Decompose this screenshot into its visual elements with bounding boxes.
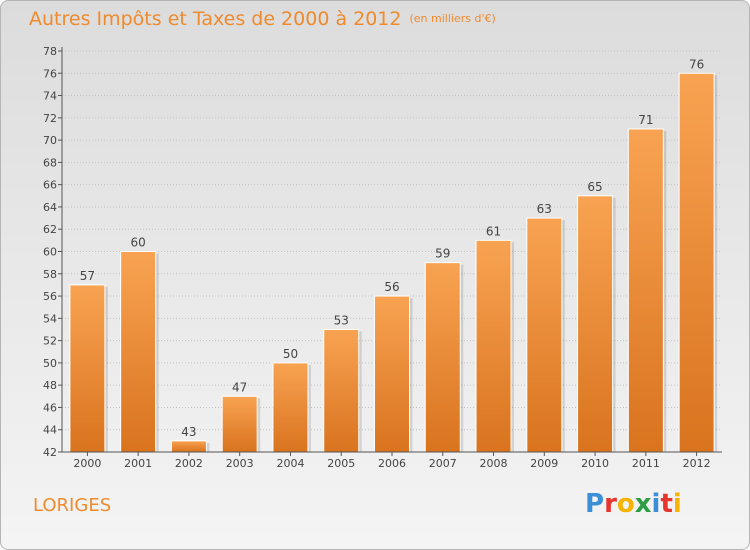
- title-text: Autres Impôts et Taxes de 2000 à 2012: [29, 8, 402, 30]
- data-label: 71: [638, 113, 653, 127]
- logo-letter: r: [604, 489, 617, 519]
- x-tick-label: 2001: [124, 457, 152, 470]
- axes: 42 44 46 48 50 52 54 56 58 60 62 64 66 68 70 72 74 76 78 20…: [43, 45, 722, 470]
- y-tick-label: 52: [43, 335, 57, 348]
- y-tick-label: 48: [43, 379, 57, 392]
- data-label: 60: [131, 236, 146, 250]
- data-label: 47: [232, 380, 247, 394]
- data-label: 63: [537, 202, 552, 216]
- bar: [69, 284, 106, 453]
- bar: [120, 251, 157, 453]
- data-label: 61: [486, 224, 501, 238]
- logo-letter: i: [651, 489, 661, 519]
- x-tick-label: 2006: [378, 457, 406, 470]
- x-tick-label: 2008: [480, 457, 508, 470]
- data-label: 59: [435, 247, 450, 261]
- y-tick-label: 44: [43, 424, 57, 437]
- bar: [526, 217, 563, 453]
- bar: [627, 128, 664, 453]
- x-tick-label: 2010: [581, 457, 609, 470]
- y-tick-label: 78: [43, 45, 57, 58]
- x-tick-label: 2005: [327, 457, 355, 470]
- y-tick-label: 76: [43, 67, 57, 80]
- chart-title: Autres Impôts et Taxes de 2000 à 2012 (en…: [29, 8, 496, 30]
- data-label: 57: [80, 269, 95, 283]
- y-tick-label: 64: [43, 201, 57, 214]
- x-tick-label: 2003: [226, 457, 254, 470]
- proxiti-logo: Proxiti: [585, 489, 682, 519]
- x-tick-label: 2004: [276, 457, 304, 470]
- bar: [374, 295, 410, 453]
- data-label: 50: [283, 347, 298, 361]
- x-tick-label: 2000: [73, 457, 101, 470]
- x-tick-label: 2009: [530, 457, 558, 470]
- y-tick-label: 74: [43, 90, 57, 103]
- logo-letter: x: [634, 489, 652, 519]
- logo-letter: o: [616, 489, 635, 519]
- commune-name: LORIGES: [33, 495, 112, 516]
- y-tick-label: 46: [43, 401, 57, 414]
- x-tick-label: 2002: [175, 457, 203, 470]
- y-tick-label: 56: [43, 290, 57, 303]
- x-tick-label: 2012: [683, 457, 711, 470]
- data-label: 43: [181, 425, 196, 439]
- bar: [424, 262, 461, 453]
- title-unit: (en milliers d'€): [409, 12, 496, 25]
- y-tick-label: 58: [43, 268, 57, 281]
- y-tick-label: 62: [43, 223, 57, 236]
- data-label: 53: [334, 313, 349, 327]
- logo-letter: P: [585, 489, 605, 519]
- x-tick-label: 2011: [632, 457, 660, 470]
- logo-letter: t: [660, 489, 673, 519]
- data-label: 56: [384, 280, 399, 294]
- logo-letter: i: [672, 489, 682, 519]
- y-tick-label: 42: [43, 446, 57, 459]
- data-label: 65: [587, 180, 602, 194]
- y-tick-label: 68: [43, 156, 57, 169]
- bar: [475, 239, 512, 453]
- bar: [678, 72, 715, 453]
- y-tick-label: 70: [43, 134, 57, 147]
- bar: [272, 362, 309, 453]
- bar: [221, 395, 258, 453]
- y-tick-label: 72: [43, 112, 57, 125]
- y-tick-label: 66: [43, 179, 57, 192]
- bar: [577, 195, 614, 453]
- bar: [323, 328, 360, 453]
- x-tick-label: 2007: [429, 457, 457, 470]
- data-label: 76: [689, 57, 704, 71]
- bars: 57 60 43 47 50 53 56 59 61 63 65 71 76: [69, 57, 718, 453]
- y-tick-label: 50: [43, 357, 57, 370]
- y-tick-label: 54: [43, 312, 57, 325]
- y-tick-label: 60: [43, 246, 57, 259]
- bar: [170, 440, 207, 453]
